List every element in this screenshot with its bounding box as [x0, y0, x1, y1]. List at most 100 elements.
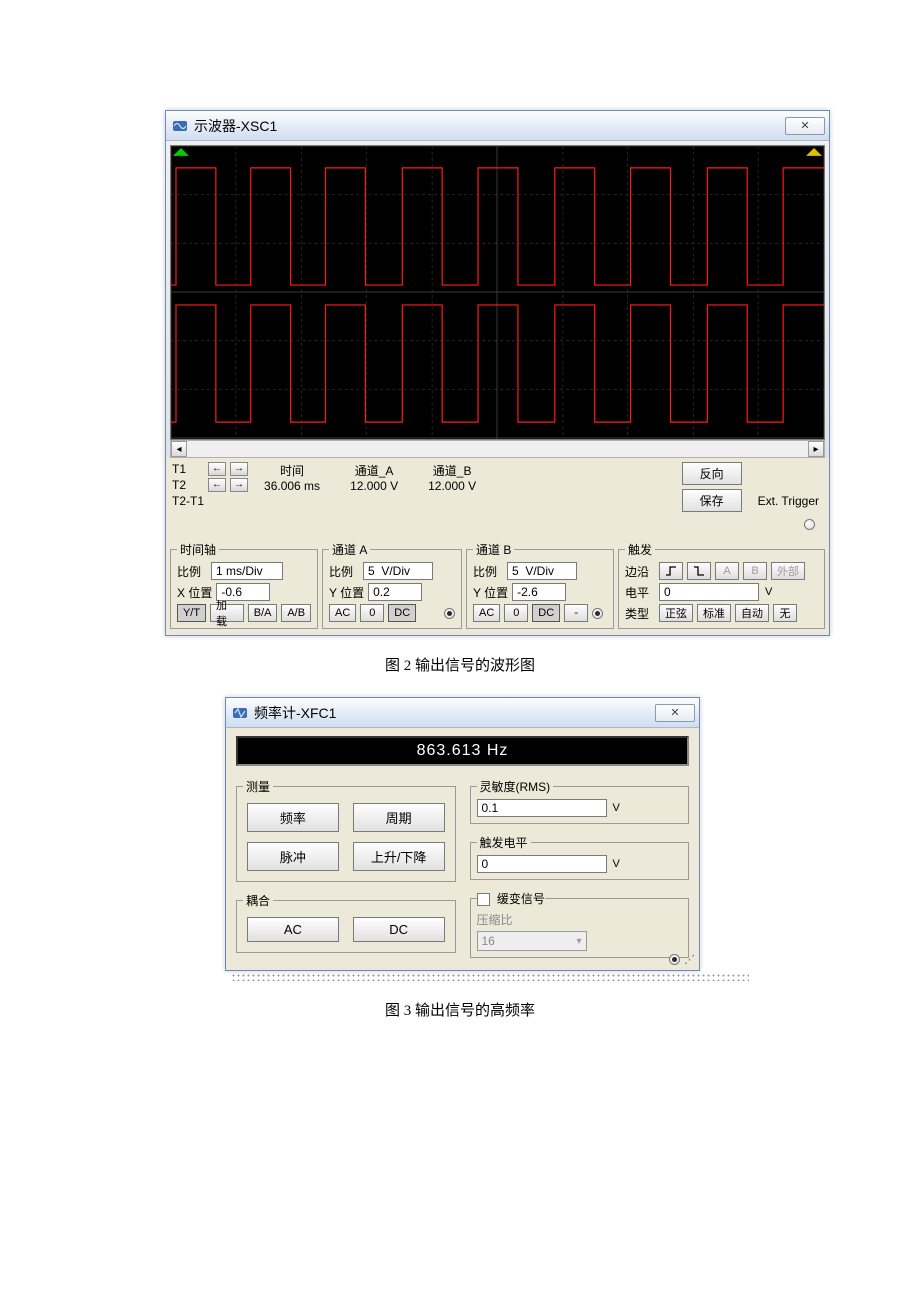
- figure3-caption: 图 3 输出信号的高频率: [165, 999, 755, 1020]
- measure-rise-button[interactable]: 上升/下降: [353, 842, 445, 871]
- save-button[interactable]: 保存: [682, 489, 742, 512]
- tb-ab-button[interactable]: A/B: [281, 604, 311, 622]
- freq-probe-radio[interactable]: [669, 954, 680, 965]
- chA-ypos-label: Y 位置: [329, 584, 364, 601]
- t2-right-button[interactable]: →: [230, 478, 248, 492]
- app-icon: [172, 118, 188, 134]
- slow-checkbox[interactable]: [477, 893, 490, 906]
- trg-type-label: 类型: [625, 605, 655, 622]
- frequency-counter-window: 频率计-XFC1 ✕ 863.613 Hz 测量 频率 周期 脉冲 上升/下降: [225, 697, 700, 971]
- ratio-label: 压缩比: [477, 911, 513, 928]
- dropdown-icon: ▾: [576, 936, 581, 947]
- close-button[interactable]: ✕: [785, 117, 825, 135]
- scope-hscroll[interactable]: ◂ ▸: [170, 440, 825, 458]
- chB-header: 通道_B: [433, 462, 472, 479]
- reverse-button[interactable]: 反向: [682, 462, 742, 485]
- resize-grip-icon[interactable]: ⋰: [684, 953, 695, 966]
- edge-ext-button[interactable]: 外部: [771, 562, 805, 580]
- scroll-left-button[interactable]: ◂: [171, 441, 187, 457]
- trg-none-button[interactable]: 无: [773, 604, 797, 622]
- trigger-level-group: 触发电平 V: [470, 834, 690, 880]
- measure-pulse-button[interactable]: 脉冲: [247, 842, 339, 871]
- channel-b-group: 通道 B 比例 Y 位置 AC 0 DC -: [466, 541, 614, 629]
- t2-left-button[interactable]: ←: [208, 478, 226, 492]
- chA-value: 12.000 V: [350, 479, 398, 493]
- tb-ba-button[interactable]: B/A: [248, 604, 278, 622]
- chB-inv-button[interactable]: -: [564, 604, 588, 622]
- chA-legend: 通道 A: [329, 541, 370, 558]
- measure-legend: 测量: [243, 778, 273, 795]
- tb-scale-label: 比例: [177, 563, 207, 580]
- measure-period-button[interactable]: 周期: [353, 803, 445, 832]
- tb-yt-button[interactable]: Y/T: [177, 604, 206, 622]
- figure2-caption: 图 2 输出信号的波形图: [165, 654, 755, 675]
- chA-dc-button[interactable]: DC: [388, 604, 416, 622]
- coupling-group: 耦合 AC DC: [236, 892, 456, 953]
- t1-right-button[interactable]: →: [230, 462, 248, 476]
- tb-add-button[interactable]: 加载: [210, 604, 244, 622]
- scope-screen: [170, 145, 825, 440]
- ratio-value: 16: [482, 934, 495, 948]
- chB-legend: 通道 B: [473, 541, 514, 558]
- chA-header: 通道_A: [355, 462, 394, 479]
- freq-close-button[interactable]: ✕: [655, 704, 695, 722]
- edge-fall-button[interactable]: [687, 562, 711, 580]
- window-title: 示波器-XSC1: [194, 116, 277, 136]
- sens-unit: V: [613, 802, 620, 814]
- trg-sine-button[interactable]: 正弦: [659, 604, 693, 622]
- tb-xpos-label: X 位置: [177, 584, 212, 601]
- freq-app-icon: [232, 705, 248, 721]
- chB-ypos-label: Y 位置: [473, 584, 508, 601]
- trg-level-input[interactable]: [659, 583, 759, 601]
- timebase-legend: 时间轴: [177, 541, 219, 558]
- coupling-legend: 耦合: [243, 892, 273, 909]
- chA-scale-input[interactable]: [363, 562, 433, 580]
- trg-lvl-unit: V: [613, 858, 620, 870]
- chB-ac-button[interactable]: AC: [473, 604, 500, 622]
- chA-scale-label: 比例: [329, 563, 359, 580]
- coupling-dc-button[interactable]: DC: [353, 917, 445, 942]
- chB-0-button[interactable]: 0: [504, 604, 528, 622]
- tb-scale-input[interactable]: [211, 562, 283, 580]
- trg-auto-button[interactable]: 自动: [735, 604, 769, 622]
- ratio-dropdown[interactable]: 16 ▾: [477, 931, 587, 951]
- ext-trigger-radio[interactable]: [804, 519, 815, 530]
- trg-level-label: 电平: [625, 584, 655, 601]
- titlebar[interactable]: 示波器-XSC1 ✕: [166, 111, 829, 141]
- trg-level-unit: V: [765, 586, 772, 598]
- chA-ac-button[interactable]: AC: [329, 604, 356, 622]
- measure-freq-button[interactable]: 频率: [247, 803, 339, 832]
- chA-0-button[interactable]: 0: [360, 604, 384, 622]
- chB-value: 12.000 V: [428, 479, 476, 493]
- chB-probe-radio[interactable]: [592, 608, 603, 619]
- chB-ypos-input[interactable]: [512, 583, 566, 601]
- time-value: 36.006 ms: [264, 479, 320, 493]
- cursor-diff-label: T2-T1: [172, 494, 204, 508]
- slow-label: 缓变信号: [497, 892, 545, 906]
- freq-titlebar[interactable]: 频率计-XFC1 ✕: [226, 698, 699, 728]
- trigger-group: 触发 边沿 A B 外部 电平 V 类型 正弦 标准: [618, 541, 825, 629]
- t1-left-button[interactable]: ←: [208, 462, 226, 476]
- ext-trigger-label: Ext. Trigger: [758, 494, 819, 508]
- freq-title: 频率计-XFC1: [254, 703, 336, 723]
- timebase-group: 时间轴 比例 X 位置 Y/T 加载 B/A A/B: [170, 541, 318, 629]
- coupling-ac-button[interactable]: AC: [247, 917, 339, 942]
- edge-A-button[interactable]: A: [715, 562, 739, 580]
- cursor-t2-label: T2: [172, 478, 204, 492]
- sens-input[interactable]: [477, 799, 607, 817]
- chB-scale-label: 比例: [473, 563, 503, 580]
- trg-lvl-legend: 触发电平: [477, 834, 531, 851]
- edge-rise-button[interactable]: [659, 562, 683, 580]
- trg-lvl-input[interactable]: [477, 855, 607, 873]
- scroll-right-button[interactable]: ▸: [808, 441, 824, 457]
- chB-dc-button[interactable]: DC: [532, 604, 560, 622]
- slow-signal-group: 缓变信号 压缩比 16 ▾: [470, 890, 690, 958]
- trg-norm-button[interactable]: 标准: [697, 604, 731, 622]
- trigger-legend: 触发: [625, 541, 655, 558]
- cursor-t1-label: T1: [172, 462, 204, 476]
- chB-scale-input[interactable]: [507, 562, 577, 580]
- edge-B-button[interactable]: B: [743, 562, 767, 580]
- chA-probe-radio[interactable]: [444, 608, 455, 619]
- chA-ypos-input[interactable]: [368, 583, 422, 601]
- channel-a-group: 通道 A 比例 Y 位置 AC 0 DC: [322, 541, 462, 629]
